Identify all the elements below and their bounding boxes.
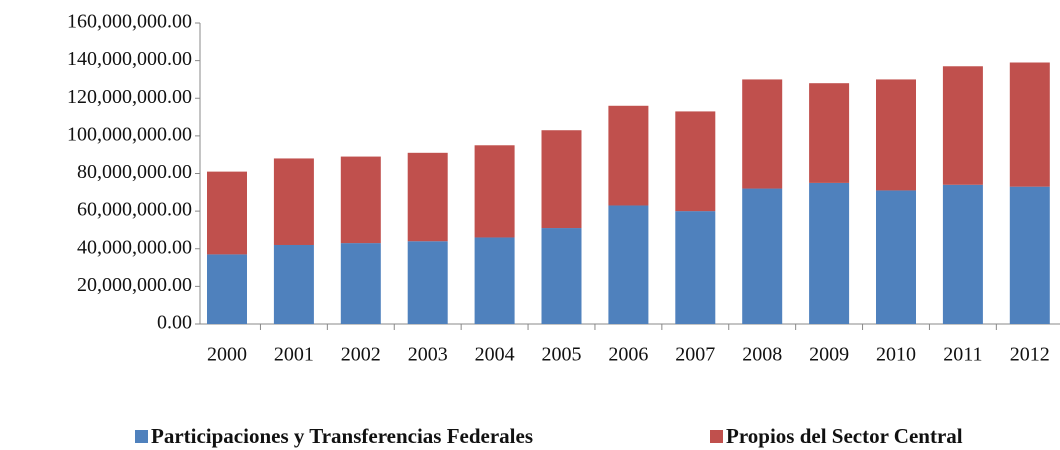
bar-segment	[474, 145, 515, 238]
bar-segment	[340, 156, 381, 244]
bar-segment	[809, 83, 850, 183]
bar-segment	[876, 79, 916, 191]
bar-segment	[809, 182, 850, 324]
bar-segment	[207, 171, 247, 255]
y-tick-label: 100,000,000.00	[67, 123, 192, 145]
legend-swatch	[710, 430, 723, 443]
x-tick-label: 2002	[341, 344, 381, 366]
y-tick-label: 120,000,000.00	[67, 86, 192, 108]
bar-segment	[541, 130, 582, 229]
bar-segment	[1009, 62, 1050, 187]
bar-segment	[474, 237, 515, 324]
y-tick-label: 140,000,000.00	[67, 48, 192, 70]
bar-segment	[942, 66, 983, 185]
legend-label: Propios del Sector Central	[726, 424, 963, 448]
bar-segment	[407, 241, 448, 324]
bar-segment	[1009, 186, 1050, 324]
legend-swatch	[135, 430, 148, 443]
bar-segment	[273, 158, 314, 245]
x-tick-label: 2000	[207, 344, 247, 366]
x-tick-label: 2004	[475, 344, 515, 366]
x-tick-label: 2009	[809, 344, 849, 366]
bar-segment	[340, 243, 381, 324]
bar-segment	[675, 211, 716, 324]
x-tick-label: 2012	[1010, 344, 1050, 366]
y-tick-label: 80,000,000.00	[77, 161, 192, 183]
bar-segment	[407, 152, 448, 242]
legend-label: Participaciones y Transferencias Federal…	[151, 424, 533, 448]
x-tick-label: 2005	[542, 344, 582, 366]
bar-segment	[742, 79, 783, 189]
bar-segment	[207, 254, 247, 324]
bar-segment	[541, 228, 582, 324]
bar-segment	[608, 105, 649, 206]
y-tick-label: 160,000,000.00	[67, 11, 192, 33]
y-tick-label: 60,000,000.00	[77, 199, 192, 221]
x-tick-label: 2003	[408, 344, 448, 366]
bar-segment	[273, 244, 314, 324]
x-tick-label: 2007	[675, 344, 715, 366]
x-tick-label: 2011	[943, 344, 982, 366]
bar-segment	[742, 188, 783, 324]
y-tick-label: 0.00	[157, 312, 192, 334]
bar-segment	[942, 184, 983, 324]
x-tick-label: 2010	[876, 344, 916, 366]
x-tick-label: 2001	[274, 344, 314, 366]
bar-segment	[608, 205, 649, 324]
y-tick-label: 40,000,000.00	[77, 236, 192, 258]
bar-segment	[675, 111, 716, 212]
bar-segment	[876, 190, 916, 324]
x-tick-label: 2008	[742, 344, 782, 366]
y-tick-label: 20,000,000.00	[77, 274, 192, 296]
x-tick-label: 2006	[608, 344, 648, 366]
